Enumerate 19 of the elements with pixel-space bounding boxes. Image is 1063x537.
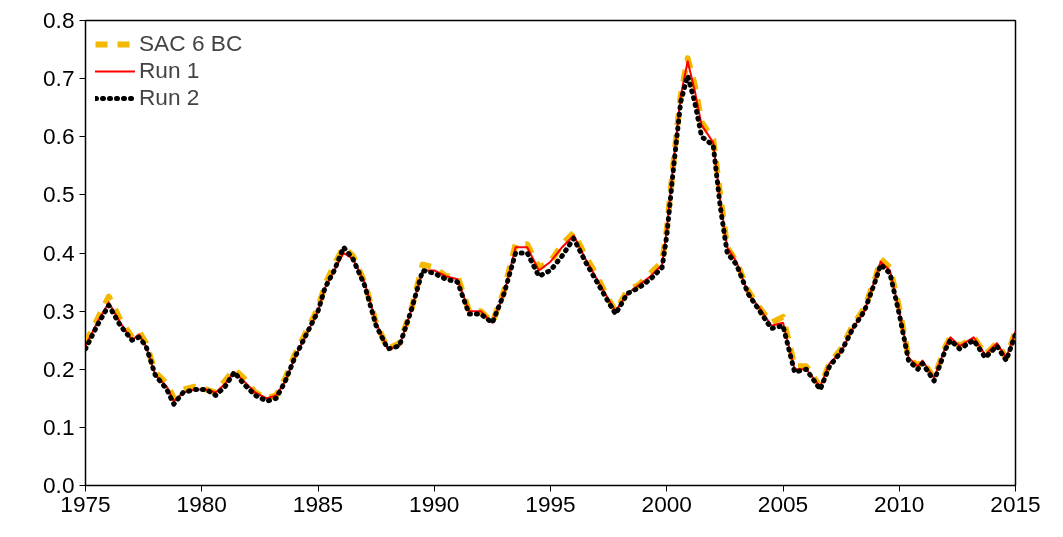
x-tick-label: 2005	[757, 490, 809, 517]
y-tick-label: 0.8	[43, 7, 75, 33]
y-tick-label: 0.7	[43, 65, 75, 92]
y-tick-label: 0.5	[43, 181, 75, 208]
x-tick-label: 1980	[176, 490, 227, 517]
y-tick-label: 0.6	[43, 123, 75, 150]
x-tick-label: 2015	[990, 490, 1041, 517]
x-tick-label: 2000	[641, 490, 692, 517]
x-tick-label: 2010	[874, 490, 925, 517]
x-tick-label: 1990	[409, 490, 460, 517]
legend-label: Run 1	[139, 57, 200, 84]
legend-label: SAC 6 BC	[139, 30, 243, 57]
y-tick-label: 0.4	[43, 239, 75, 266]
y-tick-label: 0.2	[43, 355, 75, 382]
x-tick-label: 1985	[292, 490, 344, 517]
x-tick-label: 1995	[525, 490, 576, 517]
legend-label: Run 2	[139, 84, 200, 111]
y-tick-label: 0.1	[43, 413, 75, 440]
y-tick-label: 0.3	[43, 297, 75, 324]
